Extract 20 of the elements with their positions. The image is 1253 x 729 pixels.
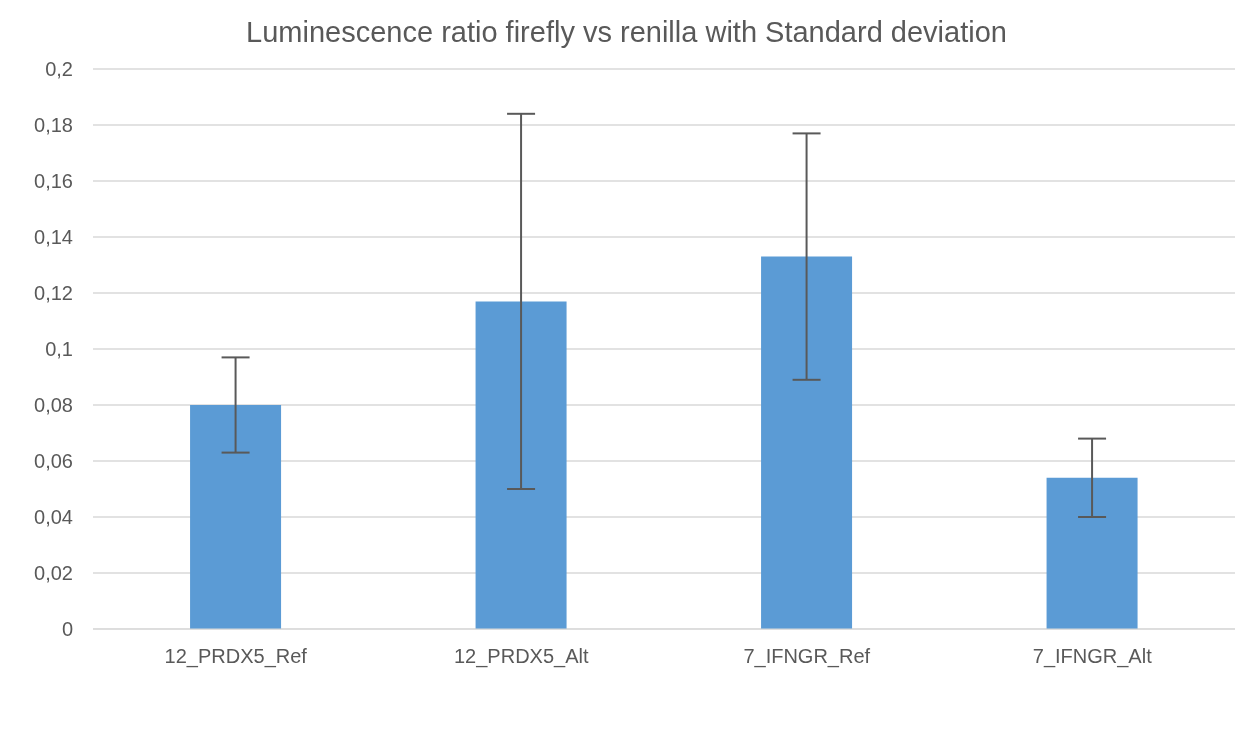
- x-tick-label: 12_PRDX5_Alt: [453, 645, 589, 669]
- y-tick-label: 0,08: [34, 394, 73, 417]
- y-tick-label: 0,16: [34, 170, 73, 193]
- x-tick-label: 12_PRDX5_Ref: [164, 645, 308, 669]
- x-tick-label: 7_IFNGR_Ref: [743, 645, 871, 669]
- y-tick-label: 0,18: [34, 114, 73, 137]
- y-tick-label: 0,2: [45, 58, 73, 81]
- bar: [190, 405, 282, 629]
- bar: [475, 301, 567, 629]
- y-tick-label: 0: [61, 618, 73, 641]
- y-tick-label: 0,1: [45, 338, 73, 361]
- x-tick-label: 7_IFNGR_Alt: [1032, 645, 1153, 669]
- y-tick-label: 0,14: [34, 226, 73, 249]
- bar: [1046, 477, 1138, 629]
- y-tick-label: 0,12: [34, 282, 73, 305]
- chart-title: Luminescence ratio firefly vs renilla with Standard deviation: [245, 15, 1008, 49]
- y-tick-label: 0,04: [34, 506, 73, 529]
- y-tick-label: 0,02: [34, 562, 73, 585]
- bar: [761, 256, 853, 629]
- y-tick-label: 0,06: [34, 450, 73, 473]
